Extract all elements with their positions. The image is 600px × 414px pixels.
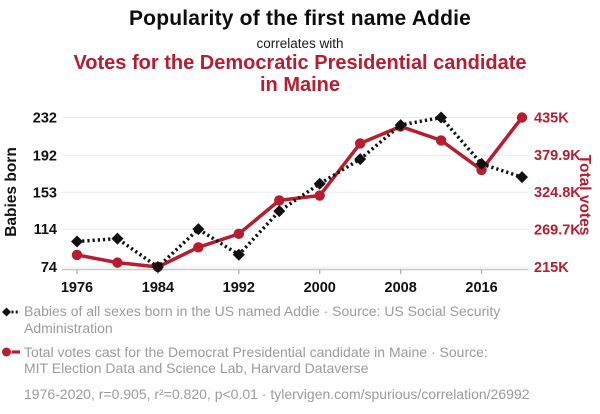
y-left-tick-232: 232: [33, 111, 57, 127]
marker-babies-named-addie-1976: [71, 235, 83, 248]
legend-label-votes-line2: MIT Election Data and Science Lab, Harva…: [24, 360, 369, 376]
x-tick-label-2000: 2000: [304, 280, 336, 296]
marker-babies-named-addie-2020: [516, 171, 528, 184]
marker-votes-democrat-maine-1996: [274, 195, 285, 206]
marker-votes-democrat-maine-1980: [112, 257, 123, 268]
marker-votes-democrat-maine-2020: [516, 112, 528, 123]
chart-subtitle: Votes for the Democratic Presidential ca…: [73, 52, 527, 96]
marker-babies-named-addie-1980: [111, 232, 124, 245]
correlation-line-chart: 1976 1984 1992 2000 2008 2016 74 114 153 192 232 21…: [3, 111, 593, 297]
marker-votes-democrat-maine-1988: [193, 242, 204, 253]
title-connector: correlates with: [256, 36, 344, 51]
marker-votes-democrat-maine-2004: [354, 138, 366, 149]
marker-babies-named-addie-2004: [354, 153, 367, 166]
marker-votes-democrat-maine-2000: [314, 190, 325, 201]
series-line-babies-named-addie: [76, 115, 523, 269]
legend-item-babies: Babies of all sexes born in the US named…: [2, 303, 572, 336]
marker-votes-democrat-maine-2012: [435, 135, 447, 146]
marker-babies-named-addie-1984: [151, 261, 164, 273]
legend-item-votes: Total votes cast for the Democrat Presid…: [2, 344, 572, 377]
y-axis-label-right: Total votes: [576, 155, 593, 236]
marker-votes-democrat-maine-1992: [233, 228, 245, 240]
diamond-dotted-line-icon: [2, 307, 20, 316]
y-axis-label-left: Babies born: [3, 147, 20, 237]
chart-area: 1976 1984 1992 2000 2008 2016 74 114 153 192 232 21…: [0, 100, 600, 300]
legend-label-babies-line2: Administration: [24, 319, 113, 336]
y-right-tick-379.9K: 379.9K: [534, 148, 581, 164]
chart-legend: Babies of all sexes born in the US named…: [2, 303, 572, 402]
marker-votes-democrat-maine-2016: [476, 164, 487, 176]
y-right-tick-215K: 215K: [534, 260, 569, 276]
y-right-tick-324.8K: 324.8K: [534, 185, 581, 201]
marker-babies-named-addie-2000: [313, 177, 326, 190]
legend-label-babies-line1: Babies of all sexes born in the US named…: [24, 303, 501, 319]
x-tick-label-2016: 2016: [465, 280, 497, 296]
y-left-tick-192: 192: [33, 148, 57, 164]
y-right-tick-435K: 435K: [534, 111, 569, 127]
marker-votes-democrat-maine-1976: [71, 249, 83, 261]
x-tick-label-1976: 1976: [61, 280, 93, 296]
y-left-tick-74: 74: [41, 260, 57, 276]
stats-and-source-url: 1976-2020, r=0.905, r²=0.820, p<0.01 · t…: [24, 385, 530, 402]
marker-babies-named-addie-1992: [232, 248, 245, 261]
legend-label-votes: Total votes cast for the Democrat Presid…: [24, 344, 488, 377]
marker-babies-named-addie-2008: [394, 119, 407, 132]
marker-babies-named-addie-1996: [273, 205, 286, 218]
x-tick-label-1992: 1992: [223, 280, 255, 296]
x-tick-label-2008: 2008: [385, 280, 417, 296]
y-right-tick-269.7K: 269.7K: [534, 223, 581, 239]
x-tick-label-1984: 1984: [142, 280, 174, 296]
marker-babies-named-addie-2012: [435, 111, 448, 124]
marker-babies-named-addie-1988: [192, 223, 205, 236]
circle-solid-line-icon: [2, 347, 20, 357]
legend-label-votes-line1: Total votes cast for the Democrat Presid…: [24, 343, 488, 360]
page-title: Popularity of the first name Addie: [128, 7, 472, 30]
y-left-tick-153: 153: [33, 185, 57, 201]
marker-babies-named-addie-2016: [475, 157, 488, 170]
legend-label-babies: Babies of all sexes born in the US named…: [24, 303, 500, 336]
y-left-tick-114: 114: [34, 222, 57, 238]
